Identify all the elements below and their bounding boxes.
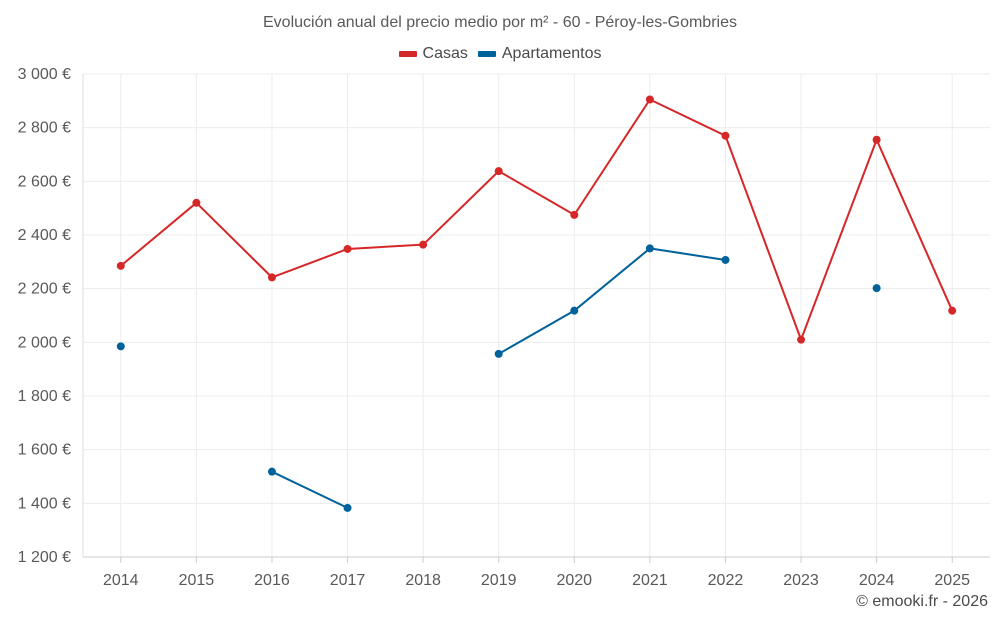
data-point-casas[interactable] xyxy=(419,240,428,249)
chart-title: Evolución anual del precio medio por m² … xyxy=(263,14,737,31)
x-tick-label: 2025 xyxy=(934,572,970,589)
x-tick-label: 2020 xyxy=(556,572,592,589)
series xyxy=(116,95,957,512)
y-tick-label: 1 400 € xyxy=(18,495,71,512)
legend-label-casas: Casas xyxy=(422,45,468,62)
data-point-casas[interactable] xyxy=(872,135,881,144)
data-point-casas[interactable] xyxy=(570,210,579,219)
y-tick-label: 2 600 € xyxy=(18,173,71,190)
legend-swatch-casas xyxy=(398,51,417,57)
series-line-apartamentos xyxy=(271,470,348,509)
data-point-casas[interactable] xyxy=(645,95,654,104)
data-point-casas[interactable] xyxy=(948,306,957,315)
legend-item-apartamentos[interactable]: Apartamentos xyxy=(477,45,602,63)
y-tick-label: 2 200 € xyxy=(18,281,71,298)
x-tick-label: 2019 xyxy=(481,572,517,589)
x-tick-label: 2018 xyxy=(405,572,441,589)
data-point-apartamentos[interactable] xyxy=(343,503,352,512)
data-point-casas[interactable] xyxy=(721,131,730,140)
data-point-apartamentos[interactable] xyxy=(494,349,503,358)
series-casas xyxy=(116,95,957,344)
data-point-casas[interactable] xyxy=(343,244,352,253)
y-tick-label: 1 800 € xyxy=(18,388,71,405)
data-point-casas[interactable] xyxy=(494,167,503,176)
y-tick-label: 2 000 € xyxy=(18,334,71,351)
data-point-casas[interactable] xyxy=(116,261,125,270)
grid xyxy=(83,73,990,558)
data-point-apartamentos[interactable] xyxy=(645,244,654,253)
data-point-casas[interactable] xyxy=(267,273,276,282)
legend-item-casas[interactable]: Casas xyxy=(398,45,468,63)
legend-swatch-apartamentos xyxy=(477,51,496,57)
series-apartamentos xyxy=(116,244,881,512)
data-point-apartamentos[interactable] xyxy=(872,284,881,293)
y-tick-label: 3 000 € xyxy=(18,66,71,83)
x-tick-label: 2016 xyxy=(254,572,290,589)
axes: 1 200 € 1 400 € 1 600 € 1 800 € 2 000 € 2 200… xyxy=(18,66,990,589)
x-tick-label: 2022 xyxy=(708,572,744,589)
data-point-apartamentos[interactable] xyxy=(116,342,125,351)
y-tick-label: 2 400 € xyxy=(18,227,71,244)
x-tick-label: 2017 xyxy=(330,572,366,589)
credit-text: © emooki.fr - 2026 xyxy=(856,593,988,610)
y-tick-label: 1 600 € xyxy=(18,442,71,459)
data-point-casas[interactable] xyxy=(192,198,201,207)
legend-label-apartamentos: Apartamentos xyxy=(501,45,602,62)
data-point-apartamentos[interactable] xyxy=(267,467,276,476)
y-tick-label: 1 200 € xyxy=(18,549,71,566)
x-tick-label: 2015 xyxy=(179,572,215,589)
legend: Casas Apartamentos xyxy=(0,45,1000,63)
x-tick-label: 2023 xyxy=(783,572,819,589)
x-tick-label: 2021 xyxy=(632,572,668,589)
data-point-casas[interactable] xyxy=(797,335,806,344)
data-point-apartamentos[interactable] xyxy=(570,306,579,315)
x-tick-label: 2014 xyxy=(103,572,139,589)
series-line-casas xyxy=(120,98,954,341)
series-line-apartamentos xyxy=(498,247,726,355)
x-tick-label: 2024 xyxy=(859,572,895,589)
y-tick-label: 2 800 € xyxy=(18,120,71,137)
data-point-apartamentos[interactable] xyxy=(721,255,730,264)
